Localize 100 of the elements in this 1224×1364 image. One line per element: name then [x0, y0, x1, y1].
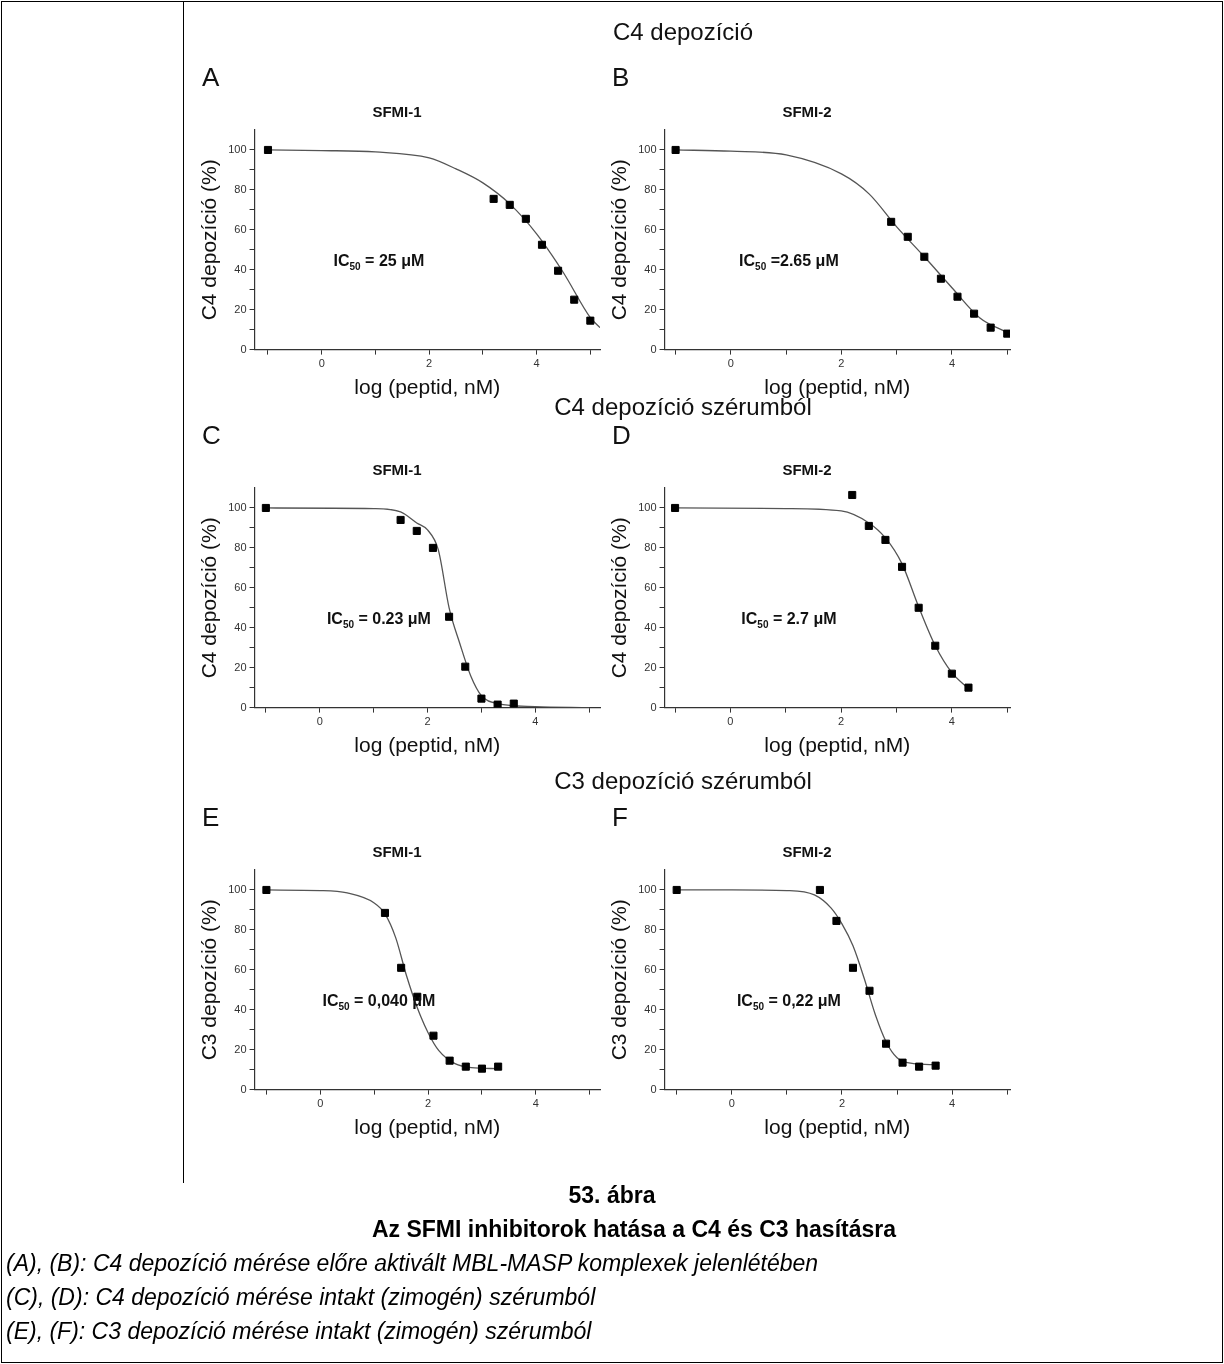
y-tick-label: 40	[234, 1002, 247, 1015]
x-tick-label: 0	[727, 715, 734, 728]
y-tick-label: 20	[234, 302, 247, 315]
x-tick-label: 2	[838, 1097, 846, 1110]
y-tick-label: 80	[234, 540, 247, 553]
y-axis-title: C4 depozíció (%)	[607, 159, 631, 321]
point	[477, 1064, 487, 1073]
text: (C), (D): C4 depozíció mérése intakt (zimogén) szérumból	[6, 1284, 597, 1311]
y-tick-label: 0	[240, 342, 247, 355]
y-axis-title: C4 depozíció (%)	[197, 517, 221, 679]
chart-title: SFMI-1	[372, 461, 422, 479]
x-tick-label: 4	[949, 1097, 956, 1110]
y-tick-label: 60	[644, 580, 657, 593]
x-tick-label: 2	[424, 715, 431, 728]
x-axis-title: log (peptid, nM)	[354, 375, 501, 399]
y-tick-label: 20	[644, 660, 657, 673]
text: F	[612, 802, 628, 833]
y-tick-label: 40	[234, 262, 247, 275]
point	[947, 669, 956, 678]
point	[428, 543, 437, 552]
x-axis-title: log (peptid, nM)	[354, 1115, 501, 1139]
y-tick-label: 80	[644, 540, 657, 553]
chart-title: SFMI-2	[782, 103, 832, 121]
point	[412, 526, 421, 535]
x-tick-label: 2	[425, 1097, 432, 1110]
x-tick-label: 0	[727, 357, 734, 370]
text: C	[202, 420, 221, 451]
x-tick-label: 4	[948, 715, 955, 728]
point	[489, 194, 498, 203]
point	[586, 316, 595, 325]
point	[477, 694, 486, 703]
text: C3 depozíció szérumból	[553, 767, 813, 795]
point	[815, 885, 824, 894]
y-tick-label: 40	[644, 262, 657, 275]
text: E	[202, 802, 220, 833]
point	[865, 986, 874, 995]
y-tick-label: 100	[228, 142, 247, 155]
point	[964, 683, 973, 692]
y-tick-label: 20	[644, 1042, 657, 1055]
y-tick-label: 60	[644, 962, 657, 975]
y-tick-label: 80	[644, 182, 657, 195]
point	[671, 145, 680, 154]
x-tick-label: 4	[948, 357, 956, 370]
x-tick-label: 0	[318, 357, 325, 370]
point	[1003, 329, 1010, 338]
y-tick-label: 80	[644, 922, 657, 935]
x-tick-label: 0	[728, 1097, 735, 1110]
y-tick-label: 80	[234, 182, 247, 195]
point	[898, 1058, 907, 1067]
chart-title: SFMI-1	[372, 843, 422, 861]
point	[461, 1062, 470, 1071]
y-tick-label: 100	[638, 500, 657, 513]
y-tick-label: 60	[234, 962, 247, 975]
y-tick-label: 0	[240, 1082, 247, 1095]
y-tick-label: 20	[234, 660, 247, 673]
y-tick-label: 100	[228, 882, 247, 895]
y-tick-label: 0	[650, 1082, 657, 1095]
point	[494, 1062, 503, 1071]
x-tick-label: 2	[838, 715, 845, 728]
y-tick-label: 60	[234, 222, 247, 235]
point	[914, 603, 923, 612]
x-axis-title: log (peptid, nM)	[764, 733, 911, 757]
point	[920, 252, 929, 261]
x-tick-label: 0	[317, 1097, 324, 1110]
point	[970, 309, 979, 318]
point	[261, 503, 270, 512]
y-axis-title: C4 depozíció (%)	[607, 517, 631, 679]
text: B	[612, 62, 630, 93]
y-tick-label: 80	[234, 922, 247, 935]
x-tick-label: 4	[532, 1097, 539, 1110]
text: D	[612, 420, 631, 451]
text: 53. ábra	[567, 1182, 657, 1209]
point	[903, 232, 912, 241]
point	[848, 490, 857, 500]
y-tick-label: 20	[234, 1042, 247, 1055]
y-axis-title: C4 depozíció (%)	[197, 159, 221, 321]
y-axis-title: C3 depozíció (%)	[197, 899, 221, 1061]
text: (A), (B): C4 depozíció mérése előre aktivált MBL-MASP komplexek jelenlétében	[6, 1250, 820, 1277]
point	[986, 323, 995, 332]
point	[537, 240, 547, 249]
y-tick-label: 0	[650, 342, 657, 355]
y-tick-label: 100	[638, 882, 657, 895]
x-tick-label: 0	[316, 715, 323, 728]
point	[505, 200, 514, 209]
text: C4 depozíció	[611, 18, 755, 46]
y-tick-label: 100	[638, 142, 657, 155]
x-tick-label: 2	[838, 357, 845, 370]
y-tick-label: 100	[228, 500, 247, 513]
point	[936, 274, 945, 283]
y-tick-label: 0	[650, 700, 657, 713]
point	[881, 535, 890, 544]
y-tick-label: 20	[644, 302, 657, 315]
point	[832, 916, 841, 925]
point	[461, 662, 470, 671]
point	[898, 562, 907, 571]
chart-title: SFMI-2	[782, 461, 832, 479]
point	[864, 521, 873, 530]
point	[915, 1062, 924, 1071]
x-tick-label: 4	[533, 357, 540, 370]
point	[445, 612, 454, 621]
